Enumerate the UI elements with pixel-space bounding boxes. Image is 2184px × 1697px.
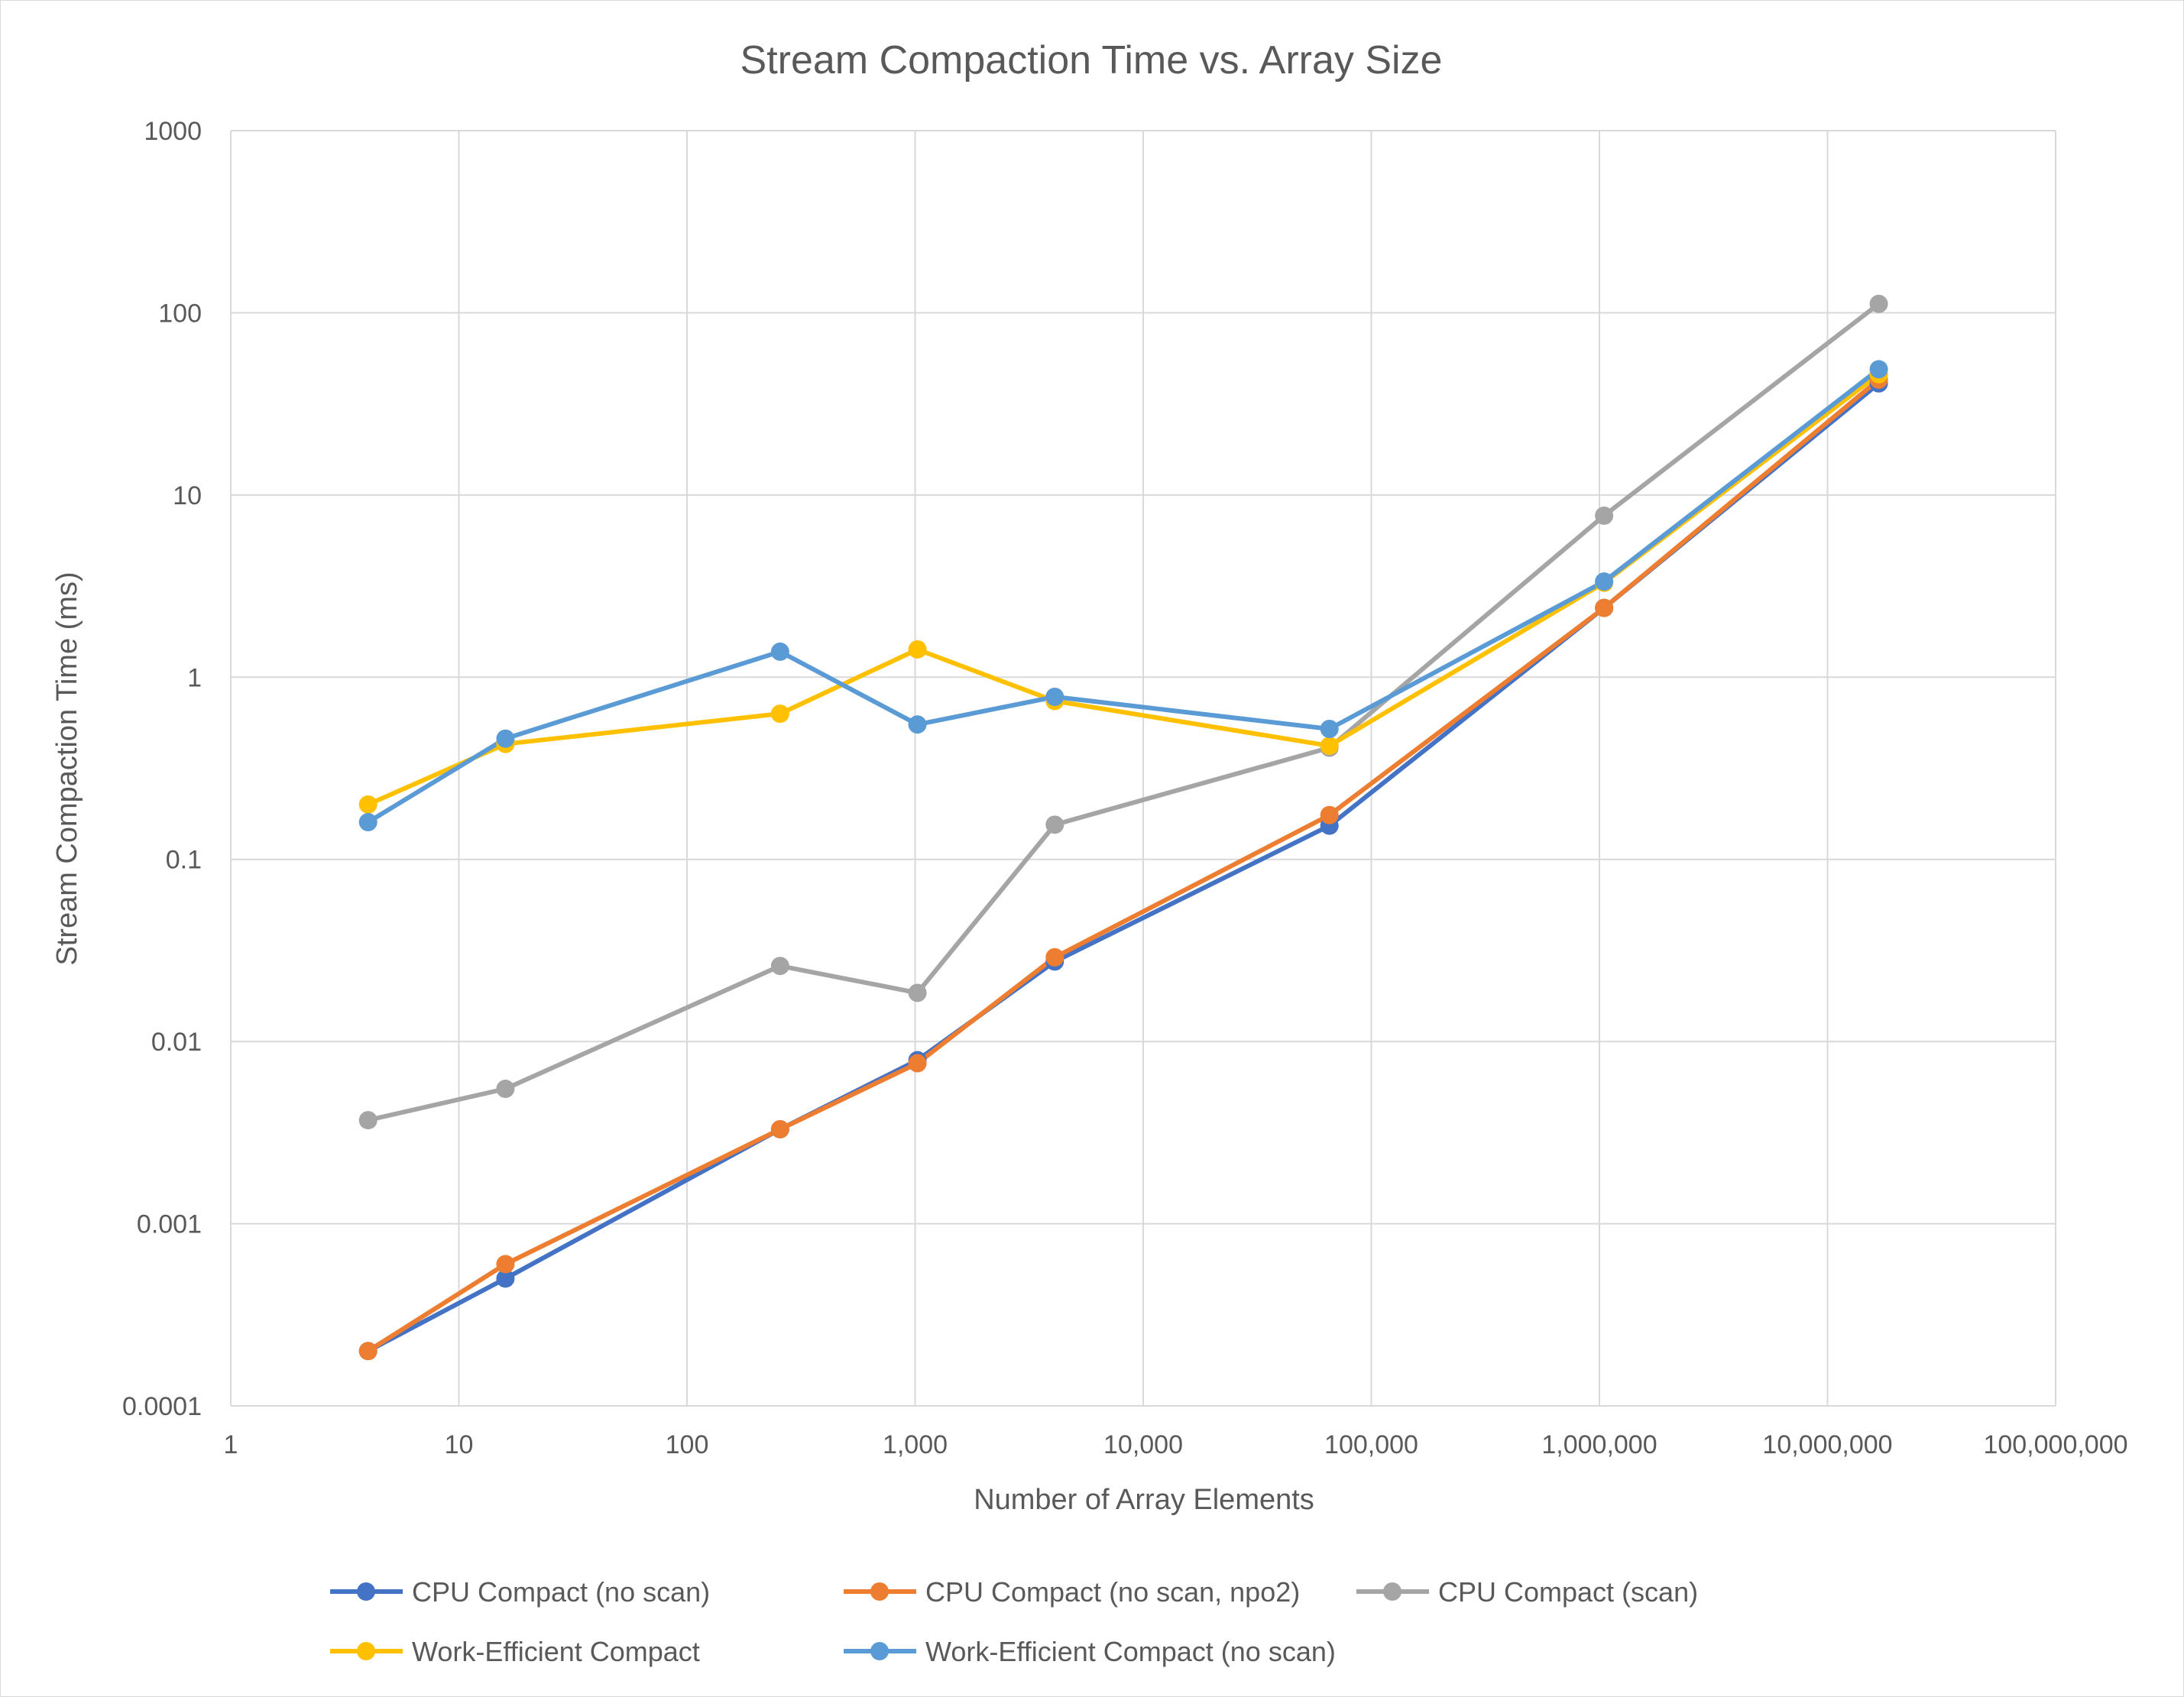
legend-marker [1383,1582,1401,1601]
x-tick-label: 1,000 [883,1430,948,1459]
legend-marker [870,1642,889,1660]
data-point [1045,947,1064,967]
legend-marker [357,1582,375,1601]
y-tick-label: 1000 [144,117,202,146]
data-point [496,1255,515,1274]
data-point [1320,719,1339,738]
data-point [908,640,927,659]
data-point [770,1119,789,1138]
y-tick-label: 10 [173,481,202,510]
x-tick-label: 10,000,000 [1762,1430,1892,1459]
data-point [908,715,927,734]
y-axis-title: Stream Compaction Time (ms) [51,572,83,965]
legend-item: Work-Efficient Compact [330,1636,700,1667]
legend-item: CPU Compact (no scan, npo2) [844,1576,1300,1608]
legend-label: CPU Compact (no scan, npo2) [925,1576,1300,1608]
data-point [1869,294,1888,313]
data-point [1320,805,1339,824]
legend-label: Work-Efficient Compact (no scan) [925,1636,1336,1667]
data-point [1595,572,1614,591]
x-tick-label: 100 [666,1430,709,1459]
legend-label: CPU Compact (scan) [1438,1576,1698,1608]
data-point [770,642,789,661]
data-point [1869,360,1888,379]
data-point [496,1269,515,1288]
data-point [1320,737,1339,756]
series-line [365,381,1881,1354]
data-point [358,1111,378,1130]
series-line [365,371,1881,807]
legend-label: CPU Compact (no scan) [412,1576,710,1608]
data-point [1045,815,1064,834]
data-point [358,813,378,832]
legend-item: CPU Compact (scan) [1356,1576,1698,1608]
legend-marker [357,1642,375,1660]
series-points [358,294,1888,1361]
series-line [365,301,1881,1123]
legend-item: Work-Efficient Compact (no scan) [844,1636,1336,1667]
data-point [1045,688,1064,707]
series-line [365,367,1881,824]
data-point [1595,598,1614,617]
legend-item: CPU Compact (no scan) [330,1576,710,1608]
x-tick-label: 1,000,000 [1541,1430,1657,1459]
series-lines [365,301,1881,1354]
legend: CPU Compact (no scan) CPU Compact (no sca… [330,1576,1698,1667]
grid [230,130,2056,1407]
data-point [358,1342,378,1361]
x-tick-label: 100,000 [1324,1430,1418,1459]
data-point [770,704,789,724]
x-tick-label: 100,000,000 [1983,1430,2127,1459]
data-point [358,795,378,814]
data-point [1595,506,1614,525]
y-tick-label: 0.001 [137,1210,202,1239]
y-tick-labels: 0.0001 0.001 0.01 0.1 1 10 100 1000 [122,117,202,1421]
y-tick-label: 100 [158,299,202,328]
y-tick-label: 1 [187,663,202,692]
x-tick-label: 1 [224,1430,238,1459]
x-tick-label: 10,000 [1103,1430,1183,1459]
legend-marker [870,1582,889,1601]
series-line [365,377,1881,1354]
data-point [496,1080,515,1099]
x-axis-title: Number of Array Elements [974,1484,1314,1516]
data-point [908,1054,927,1073]
data-point [908,983,927,1002]
chart-title: Stream Compaction Time vs. Array Size [740,38,1443,83]
legend-label: Work-Efficient Compact [412,1636,700,1667]
x-tick-label: 10 [445,1430,474,1459]
y-tick-label: 0.0001 [122,1392,202,1421]
data-point [770,957,789,976]
data-point [496,729,515,748]
y-tick-label: 0.1 [166,846,202,875]
x-tick-labels: 1 10 100 1,000 10,000 100,000 1,000,000 10,000,… [224,1430,2128,1459]
y-tick-label: 0.01 [151,1028,202,1057]
